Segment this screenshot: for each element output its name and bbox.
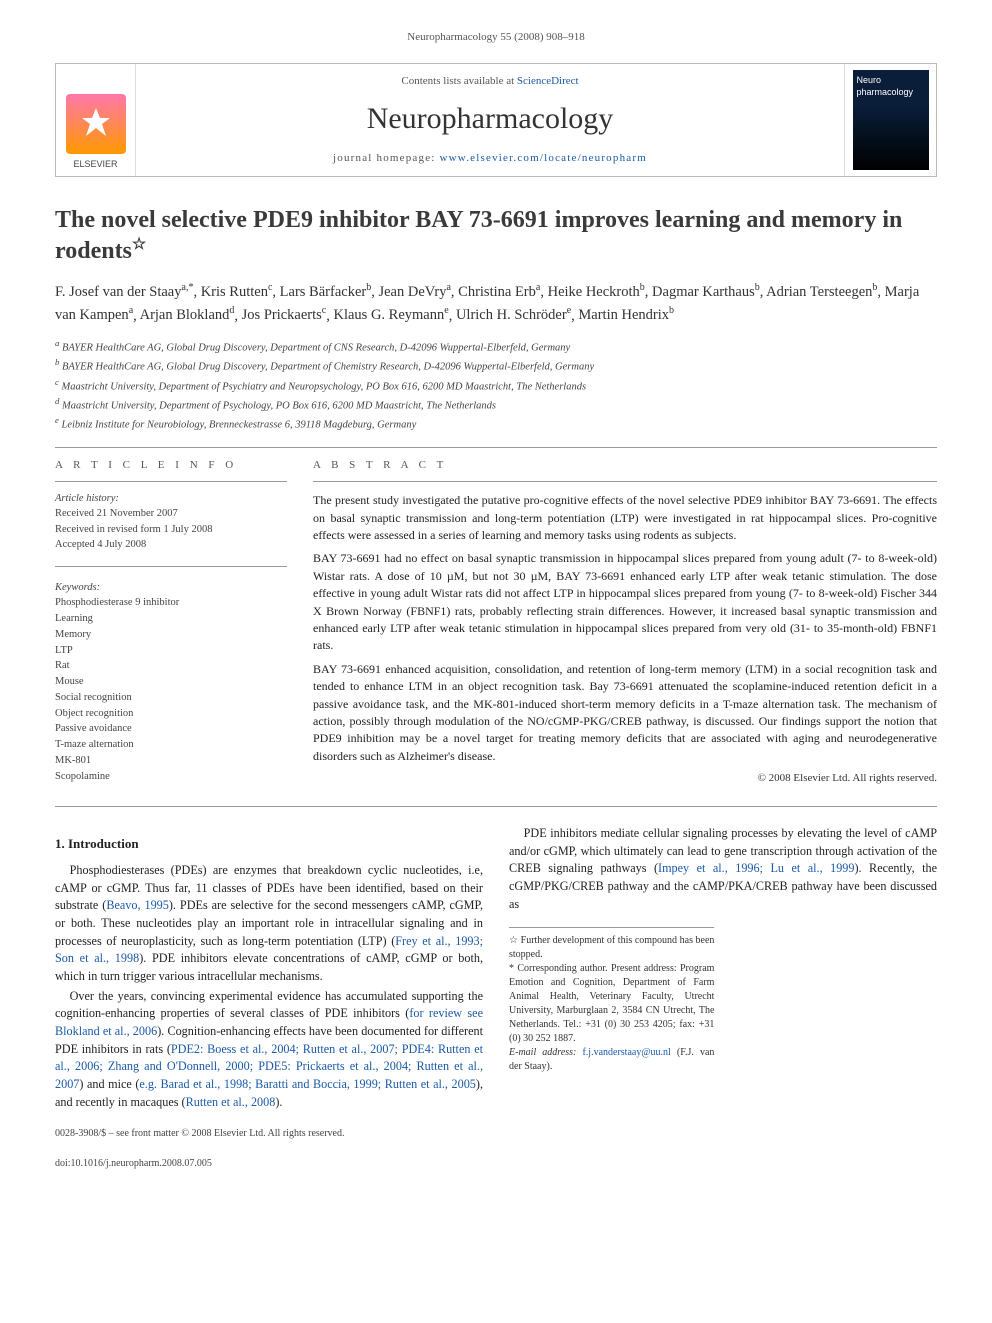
info-rule: [55, 481, 287, 482]
journal-cover-thumb: Neuro pharmacology: [853, 70, 929, 170]
abstract-copyright: © 2008 Elsevier Ltd. All rights reserved…: [313, 771, 937, 786]
keyword: LTP: [55, 643, 287, 659]
journal-homepage-line: journal homepage: www.elsevier.com/locat…: [144, 151, 836, 166]
section-rule-bottom: [55, 806, 937, 807]
intro-heading: 1. Introduction: [55, 835, 483, 854]
affiliations: a BAYER HealthCare AG, Global Drug Disco…: [55, 337, 937, 433]
body-paragraph: Phosphodiesterases (PDEs) are enzymes th…: [55, 862, 483, 986]
keywords-head: Keywords:: [55, 581, 287, 595]
publisher-logo-block: ELSEVIER: [56, 64, 136, 176]
history-received: Received 21 November 2007: [55, 506, 287, 521]
body-paragraph: PDE inhibitors mediate cellular signalin…: [509, 825, 937, 913]
abstract-paragraph: The present study investigated the putat…: [313, 492, 937, 544]
author: Jean DeVrya: [378, 284, 450, 300]
body-columns: 1. Introduction Phosphodiesterases (PDEs…: [55, 825, 937, 1111]
keyword: Memory: [55, 627, 287, 643]
abstract-label: A B S T R A C T: [313, 458, 937, 473]
author: Arjan Bloklandd: [140, 307, 235, 323]
elsevier-tree-icon: [66, 94, 126, 154]
section-rule-top: [55, 447, 937, 448]
journal-name: Neuropharmacology: [144, 99, 836, 140]
history-revised: Received in revised form 1 July 2008: [55, 522, 287, 537]
author: Ulrich H. Schrödere: [456, 307, 571, 323]
contents-prefix: Contents lists available at: [401, 75, 516, 87]
affiliation: a BAYER HealthCare AG, Global Drug Disco…: [55, 337, 937, 356]
author: Christina Erba: [458, 284, 540, 300]
sciencedirect-link[interactable]: ScienceDirect: [517, 75, 579, 87]
footnotes-block: ☆ Further development of this compound h…: [509, 927, 714, 1074]
affiliation: c Maastricht University, Department of P…: [55, 376, 937, 395]
abstract-body: The present study investigated the putat…: [313, 492, 937, 765]
corresponding-email-link[interactable]: f.j.vanderstaay@uu.nl: [582, 1047, 670, 1058]
keyword: Mouse: [55, 674, 287, 690]
title-text: The novel selective PDE9 inhibitor BAY 7…: [55, 207, 902, 264]
body-paragraph: Over the years, convincing experimental …: [55, 988, 483, 1112]
cover-thumb-block: Neuro pharmacology: [844, 64, 936, 176]
keyword: MK-801: [55, 753, 287, 769]
history-head: Article history:: [55, 492, 287, 506]
keyword: Rat: [55, 658, 287, 674]
abstract-paragraph: BAY 73-6691 had no effect on basal synap…: [313, 550, 937, 654]
author: Jos Prickaertsc: [242, 307, 327, 323]
masthead-center: Contents lists available at ScienceDirec…: [136, 64, 844, 176]
keyword: Passive avoidance: [55, 721, 287, 737]
abstract-rule: [313, 481, 937, 482]
author-list: F. Josef van der Staaya,*, Kris Ruttenc,…: [55, 280, 937, 327]
journal-masthead: ELSEVIER Contents lists available at Sci…: [55, 63, 937, 177]
doi-line: doi:10.1016/j.neuropharm.2008.07.005: [55, 1157, 937, 1171]
front-matter-line: 0028-3908/$ – see front matter © 2008 El…: [55, 1127, 937, 1141]
title-footnote-marker: ☆: [132, 236, 146, 253]
article-info-col: A R T I C L E I N F O Article history: R…: [55, 458, 287, 786]
abstract-paragraph: BAY 73-6691 enhanced acquisition, consol…: [313, 661, 937, 765]
running-head: Neuropharmacology 55 (2008) 908–918: [55, 30, 937, 45]
abstract-col: A B S T R A C T The present study invest…: [313, 458, 937, 786]
citation[interactable]: Frey et al., 1993; Son et al., 1998: [55, 934, 483, 966]
journal-homepage-url[interactable]: www.elsevier.com/locate/neuropharm: [440, 152, 647, 164]
homepage-prefix: journal homepage:: [333, 152, 440, 164]
keyword: Social recognition: [55, 690, 287, 706]
author: Heike Heckrothb: [548, 284, 645, 300]
citation[interactable]: e.g. Barad et al., 1998; Baratti and Boc…: [139, 1077, 476, 1091]
author: F. Josef van der Staaya,*: [55, 284, 193, 300]
author: Martin Hendrixb: [578, 307, 674, 323]
author: Lars Bärfackerb: [280, 284, 372, 300]
email-label: E-mail address:: [509, 1047, 582, 1058]
keyword: Learning: [55, 611, 287, 627]
affiliation: b BAYER HealthCare AG, Global Drug Disco…: [55, 356, 937, 375]
keyword: Phosphodiesterase 9 inhibitor: [55, 595, 287, 611]
keyword: T-maze alternation: [55, 737, 287, 753]
footnote-star: ☆ Further development of this compound h…: [509, 934, 714, 962]
article-title: The novel selective PDE9 inhibitor BAY 7…: [55, 205, 937, 266]
info-abstract-row: A R T I C L E I N F O Article history: R…: [55, 458, 937, 786]
citation[interactable]: Beavo, 1995: [106, 898, 169, 912]
author: Kris Ruttenc: [201, 284, 273, 300]
keyword: Scopolamine: [55, 769, 287, 785]
author: Adrian Tersteegenb: [766, 284, 877, 300]
history-accepted: Accepted 4 July 2008: [55, 537, 287, 552]
footnote-corresponding: * Corresponding author. Present address:…: [509, 962, 714, 1046]
affiliation: e Leibniz Institute for Neurobiology, Br…: [55, 414, 937, 433]
keyword: Object recognition: [55, 706, 287, 722]
kw-rule: [55, 566, 287, 567]
author: Dagmar Karthausb: [652, 284, 760, 300]
citation[interactable]: Impey et al., 1996; Lu et al., 1999: [658, 861, 854, 875]
affiliation: d Maastricht University, Department of P…: [55, 395, 937, 414]
keywords-list: Phosphodiesterase 9 inhibitorLearningMem…: [55, 595, 287, 784]
author: Klaus G. Reymanne: [334, 307, 449, 323]
contents-available-line: Contents lists available at ScienceDirec…: [144, 74, 836, 89]
article-info-label: A R T I C L E I N F O: [55, 458, 287, 473]
citation[interactable]: Rutten et al., 2008: [186, 1095, 276, 1109]
footnote-email: E-mail address: f.j.vanderstaay@uu.nl (F…: [509, 1046, 714, 1074]
citation[interactable]: for review see Blokland et al., 2006: [55, 1006, 483, 1038]
publisher-label: ELSEVIER: [73, 158, 117, 170]
